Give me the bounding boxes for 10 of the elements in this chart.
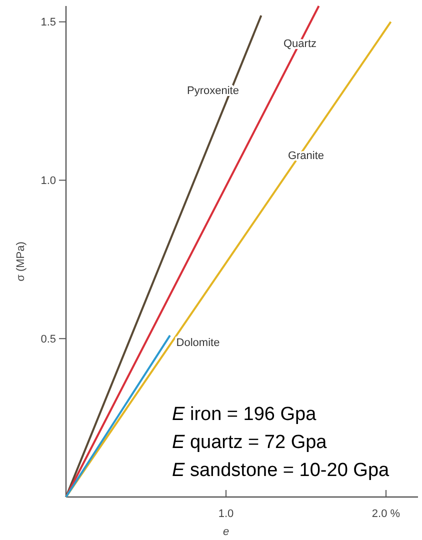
x-axis-title: e <box>222 526 230 538</box>
annotation: E iron = 196 Gpa <box>172 404 317 425</box>
x-tick-label: 2.0 % <box>372 508 400 520</box>
annotation: E quartz = 72 Gpa <box>172 432 328 453</box>
y-tick-label: 1.5 <box>40 16 56 29</box>
y-tick-label: 0.5 <box>40 333 56 346</box>
annotation: E sandstone = 10-20 Gpa <box>172 460 390 481</box>
y-axis-title: σ (MPa) <box>15 242 27 282</box>
series-label: Dolomite <box>176 337 220 349</box>
y-tick-label: 1.0 <box>40 175 56 188</box>
